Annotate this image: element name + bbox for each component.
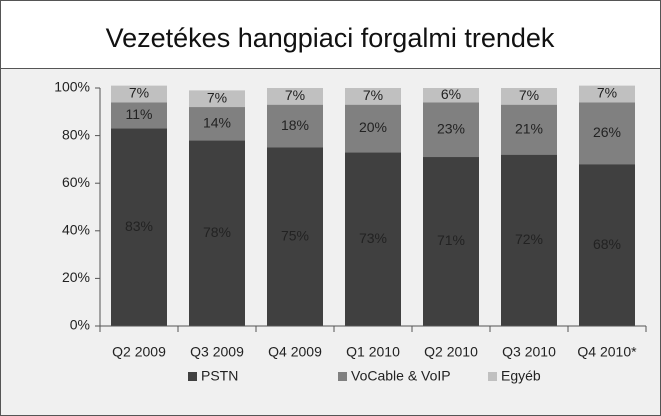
bar-segment <box>579 102 635 165</box>
bar-segment <box>189 107 245 141</box>
y-tick-label: 20% <box>62 269 90 285</box>
bar-segment <box>345 104 401 153</box>
bar-segment <box>267 147 323 326</box>
value-label: 68% <box>593 236 621 252</box>
value-label: 73% <box>359 230 387 246</box>
x-tick-label: Q2 2009 <box>112 344 166 360</box>
bar-segment <box>501 154 557 326</box>
value-label: 78% <box>203 224 231 240</box>
legend-label: Egyéb <box>501 368 541 384</box>
value-label: 6% <box>441 86 461 102</box>
bar-segment <box>423 88 479 103</box>
bar-segment <box>345 88 401 105</box>
value-label: 71% <box>437 232 465 248</box>
legend-swatch <box>188 372 197 381</box>
value-label: 23% <box>437 120 465 136</box>
value-label: 7% <box>129 85 149 101</box>
y-tick-label: 100% <box>54 79 90 95</box>
value-label: 7% <box>285 87 305 103</box>
bar-segment <box>345 152 401 326</box>
bar-segment <box>423 102 479 158</box>
legend-label: PSTN <box>201 368 238 384</box>
legend-swatch <box>488 372 497 381</box>
value-label: 18% <box>281 117 309 133</box>
y-tick-label: 0% <box>70 317 90 333</box>
bar-segment <box>111 102 167 129</box>
y-tick-label: 40% <box>62 222 90 238</box>
x-tick-label: Q2 2010 <box>424 344 478 360</box>
x-tick-label: Q3 2010 <box>502 344 556 360</box>
value-label: 20% <box>359 119 387 135</box>
bar-segment <box>423 157 479 326</box>
value-label: 83% <box>125 218 153 234</box>
legend-label: VoCable & VoIP <box>351 368 451 384</box>
x-tick-label: Q4 2010* <box>577 344 637 360</box>
value-label: 26% <box>593 124 621 140</box>
bar-segment <box>579 164 635 326</box>
legend-swatch <box>338 372 347 381</box>
bar-segment <box>267 104 323 148</box>
value-label: 7% <box>207 89 227 105</box>
value-label: 7% <box>597 85 617 101</box>
bar-segment <box>189 90 245 108</box>
value-label: 11% <box>126 106 153 122</box>
chart-title: Vezetékes hangpiaci forgalmi trendek <box>106 23 555 53</box>
y-tick-label: 80% <box>62 126 90 142</box>
x-tick-label: Q3 2009 <box>190 344 244 360</box>
bar-segment <box>111 128 167 326</box>
x-tick-label: Q4 2009 <box>268 344 322 360</box>
value-label: 14% <box>203 114 231 130</box>
bar-segment <box>579 85 635 103</box>
value-label: 7% <box>363 87 383 103</box>
bar-segment <box>267 88 323 105</box>
bar-segment <box>501 104 557 155</box>
value-label: 75% <box>281 227 309 243</box>
value-label: 72% <box>515 231 543 247</box>
value-label: 7% <box>519 87 539 103</box>
y-tick-label: 60% <box>62 174 90 190</box>
x-tick-label: Q1 2010 <box>346 344 400 360</box>
bar-segment <box>501 88 557 105</box>
value-label: 21% <box>515 120 543 136</box>
bar-segment <box>111 85 167 103</box>
bar-segment <box>189 140 245 326</box>
